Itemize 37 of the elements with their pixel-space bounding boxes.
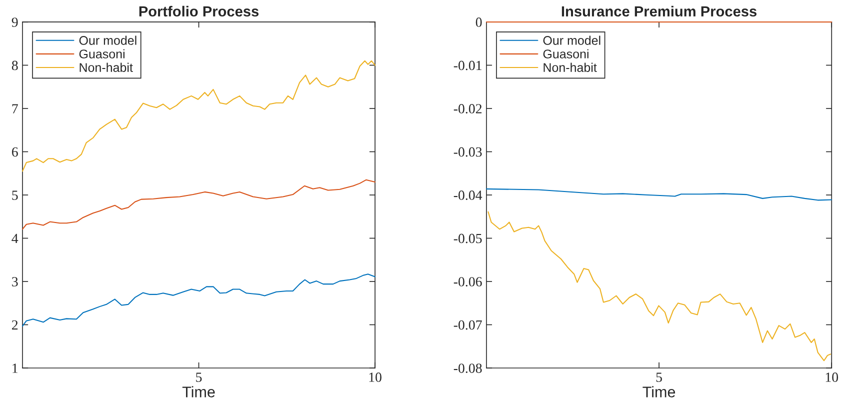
- x-tick-label: 5: [196, 372, 202, 382]
- line-series: [22, 60, 376, 172]
- y-tick-label: 9: [12, 18, 18, 27]
- y-tick-label: 1: [12, 364, 18, 373]
- y-tick-label: 6: [12, 147, 18, 157]
- legend-label: Our model: [79, 36, 136, 45]
- y-tick-label: -0.01: [454, 60, 482, 70]
- line-series: [488, 211, 832, 362]
- x-tick-label: 5: [656, 372, 662, 382]
- y-tick-label: -0.06: [454, 277, 482, 286]
- y-tick-label: -0.03: [454, 147, 482, 157]
- x-tick-label: 10: [369, 372, 382, 382]
- y-tick-label: 0: [476, 18, 482, 27]
- y-tick-label: 8: [12, 60, 18, 70]
- y-tick-label: -0.07: [454, 320, 482, 330]
- y-tick-label: -0.08: [454, 364, 482, 373]
- line-series: [486, 188, 832, 201]
- x-tick-label: 10: [826, 372, 838, 382]
- legend-label: Our model: [543, 36, 600, 45]
- legend-label: Non-habit: [544, 62, 597, 72]
- legend-label: Guasoni: [543, 49, 588, 58]
- legend-label: Non-habit: [80, 62, 133, 72]
- legend-label: Guasoni: [79, 49, 124, 58]
- chart-title: Portfolio Process: [139, 6, 259, 17]
- line-series: [22, 179, 376, 230]
- y-tick-label: 5: [12, 190, 18, 200]
- y-tick-label: 3: [12, 277, 18, 286]
- y-tick-label: 4: [12, 234, 18, 244]
- x-axis-title: Time: [182, 386, 215, 398]
- y-tick-label: -0.02: [454, 104, 482, 114]
- y-tick-label: 7: [12, 104, 18, 114]
- line-series: [22, 274, 376, 327]
- y-tick-label: 2: [12, 320, 18, 330]
- y-tick-label: -0.04: [454, 190, 482, 200]
- x-axis-title: Time: [642, 386, 676, 398]
- y-tick-label: -0.05: [454, 234, 482, 244]
- chart-title: Insurance Premium Process: [562, 6, 757, 17]
